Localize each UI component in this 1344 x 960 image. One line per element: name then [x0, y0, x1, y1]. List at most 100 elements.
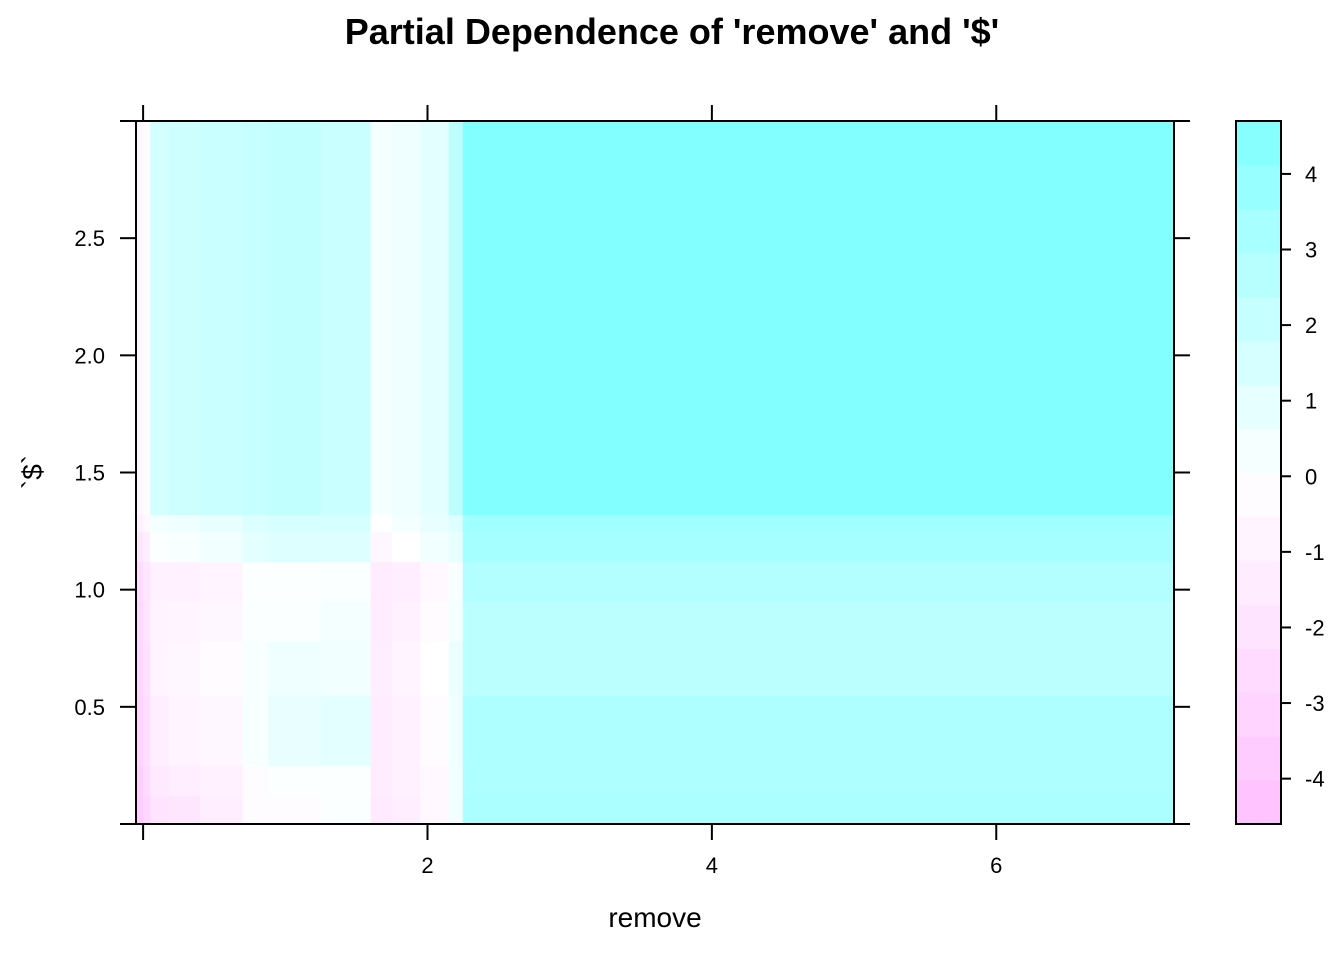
colorbar-tick-label: -1: [1305, 540, 1325, 565]
heatmap-cell: [242, 795, 269, 825]
heatmap-cell: [268, 121, 322, 516]
heatmap-cell: [168, 601, 201, 642]
heatmap-cell: [420, 531, 450, 563]
heatmap-cell: [391, 765, 421, 797]
heatmap-cell: [370, 795, 393, 825]
colorbar-band: [1236, 340, 1281, 386]
heatmap-cell: [242, 641, 269, 696]
heatmap-cell: [268, 765, 322, 797]
heatmap-cell: [136, 765, 144, 797]
heatmap-cell: [168, 121, 201, 516]
heatmap-cell: [268, 641, 322, 696]
heatmap-cell: [168, 795, 201, 825]
heatmap-cell: [420, 765, 450, 797]
heatmap-cell: [143, 514, 151, 532]
heatmap-cell: [420, 121, 450, 516]
heatmap-cell: [268, 561, 322, 602]
heatmap-cell: [150, 795, 170, 825]
colorbar-band: [1236, 252, 1281, 298]
heatmap-cell: [448, 121, 464, 516]
heatmap-cell: [463, 514, 478, 532]
heatmap-cell: [143, 601, 151, 642]
y-tick-label: 2.0: [74, 343, 105, 368]
heatmap-cell: [477, 765, 1175, 797]
heatmap-cells: [136, 121, 1175, 825]
colorbar: -4 -3 -2 -1 0 1 2 3 4: [1235, 120, 1325, 825]
heatmap-cell: [199, 514, 244, 532]
heatmap-cell: [448, 695, 464, 767]
heatmap-cell: [320, 514, 372, 532]
heatmap-cell: [268, 695, 322, 767]
heatmap-cell: [136, 531, 144, 563]
heatmap-cell: [477, 695, 1175, 767]
colorbar-band: [1236, 384, 1281, 430]
heatmap-cell: [136, 641, 144, 696]
colorbar-band: [1236, 560, 1281, 605]
heatmap-cell: [143, 695, 151, 767]
heatmap-cell: [391, 695, 421, 767]
heatmap-cell: [168, 561, 201, 602]
colorbar-band: [1236, 164, 1281, 210]
colorbar-band: [1236, 428, 1281, 474]
y-axis: 0.5 1.0 1.5 2.0 2.5: [74, 120, 1190, 825]
heatmap-cell: [370, 601, 393, 642]
y-tick-label: 1.5: [74, 461, 105, 486]
heatmap-cell: [136, 695, 144, 767]
heatmap-cell: [150, 641, 170, 696]
heatmap-cell: [199, 121, 244, 516]
colorbar-band: [1236, 472, 1281, 518]
heatmap-cell: [448, 601, 464, 642]
colorbar-tick-label: 1: [1305, 389, 1317, 414]
heatmap-cell: [150, 561, 170, 602]
x-tick-label: 4: [706, 853, 718, 878]
heatmap-cell: [268, 601, 322, 642]
heatmap-cell: [391, 641, 421, 696]
heatmap-cell: [143, 561, 151, 602]
heatmap-cell: [143, 795, 151, 825]
colorbar-band: [1236, 780, 1281, 825]
heatmap-cell: [420, 695, 450, 767]
heatmap-cell: [199, 601, 244, 642]
heatmap-cell: [199, 795, 244, 825]
heatmap-cell: [199, 531, 244, 563]
heatmap-cell: [143, 641, 151, 696]
heatmap-cell: [448, 795, 464, 825]
heatmap-cell: [143, 121, 151, 516]
heatmap-cell: [477, 531, 1175, 563]
heatmap-cell: [448, 531, 464, 563]
heatmap-cell: [463, 121, 478, 516]
heatmap-cell: [136, 561, 144, 602]
colorbar-tick-label: -3: [1305, 691, 1325, 716]
heatmap-cell: [320, 531, 372, 563]
heatmap-cell: [370, 514, 393, 532]
colorbar-tick-label: -2: [1305, 615, 1325, 640]
heatmap-cell: [477, 601, 1175, 642]
heatmap-cell: [320, 695, 372, 767]
heatmap-cell: [320, 765, 372, 797]
heatmap-cell: [370, 531, 393, 563]
heatmap-cell: [168, 765, 201, 797]
heatmap-cell: [463, 695, 478, 767]
x-tick-label: 6: [990, 853, 1002, 878]
heatmap-cell: [463, 795, 478, 825]
heatmap-cell: [143, 531, 151, 563]
heatmap-cell: [463, 601, 478, 642]
heatmap-cell: [463, 641, 478, 696]
heatmap-cell: [136, 121, 144, 516]
heatmap-cell: [448, 514, 464, 532]
heatmap-cell: [477, 641, 1175, 696]
heatmap-cell: [268, 531, 322, 563]
colorbar-band: [1236, 208, 1281, 254]
colorbar-band: [1236, 296, 1281, 342]
heatmap-cell: [477, 514, 1175, 532]
heatmap-cell: [448, 641, 464, 696]
colorbar-tick-label: 0: [1305, 464, 1317, 489]
heatmap-cell: [391, 561, 421, 602]
heatmap-cell: [199, 695, 244, 767]
heatmap-cell: [370, 641, 393, 696]
heatmap-cell: [320, 601, 372, 642]
heatmap-cell: [150, 765, 170, 797]
heatmap-cell: [448, 765, 464, 797]
heatmap-cell: [391, 514, 421, 532]
